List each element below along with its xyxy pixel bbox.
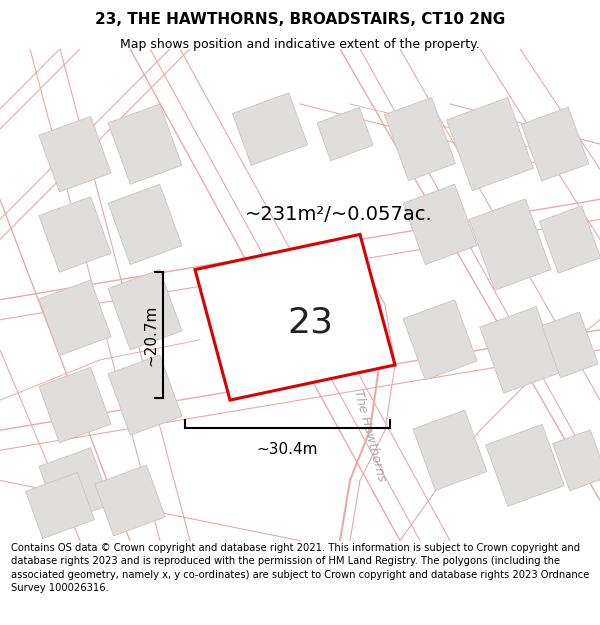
- Polygon shape: [413, 410, 487, 491]
- Polygon shape: [39, 116, 111, 192]
- Polygon shape: [553, 430, 600, 491]
- Text: The Hawthorns: The Hawthorns: [352, 388, 388, 482]
- Polygon shape: [485, 424, 565, 506]
- Polygon shape: [108, 269, 182, 350]
- Text: 23: 23: [287, 305, 333, 339]
- Polygon shape: [108, 355, 182, 435]
- Polygon shape: [521, 107, 589, 181]
- Polygon shape: [232, 93, 308, 165]
- Polygon shape: [469, 199, 551, 290]
- Polygon shape: [403, 300, 477, 380]
- Text: ~231m²/~0.057ac.: ~231m²/~0.057ac.: [245, 205, 433, 224]
- Polygon shape: [39, 368, 111, 443]
- Polygon shape: [39, 197, 111, 272]
- Text: 23, THE HAWTHORNS, BROADSTAIRS, CT10 2NG: 23, THE HAWTHORNS, BROADSTAIRS, CT10 2NG: [95, 12, 505, 27]
- Polygon shape: [539, 206, 600, 273]
- Polygon shape: [385, 98, 455, 181]
- Polygon shape: [108, 184, 182, 264]
- Polygon shape: [39, 448, 111, 523]
- Text: ~30.4m: ~30.4m: [257, 442, 318, 458]
- Text: Contains OS data © Crown copyright and database right 2021. This information is : Contains OS data © Crown copyright and d…: [11, 543, 589, 592]
- Polygon shape: [39, 280, 111, 356]
- Text: ~20.7m: ~20.7m: [143, 304, 158, 366]
- Polygon shape: [542, 312, 598, 378]
- Polygon shape: [26, 472, 94, 539]
- Polygon shape: [95, 465, 165, 536]
- Polygon shape: [317, 107, 373, 161]
- Polygon shape: [446, 98, 533, 191]
- Text: Map shows position and indicative extent of the property.: Map shows position and indicative extent…: [120, 38, 480, 51]
- Polygon shape: [403, 184, 477, 264]
- Polygon shape: [108, 104, 182, 184]
- Polygon shape: [480, 307, 560, 393]
- Polygon shape: [195, 234, 395, 400]
